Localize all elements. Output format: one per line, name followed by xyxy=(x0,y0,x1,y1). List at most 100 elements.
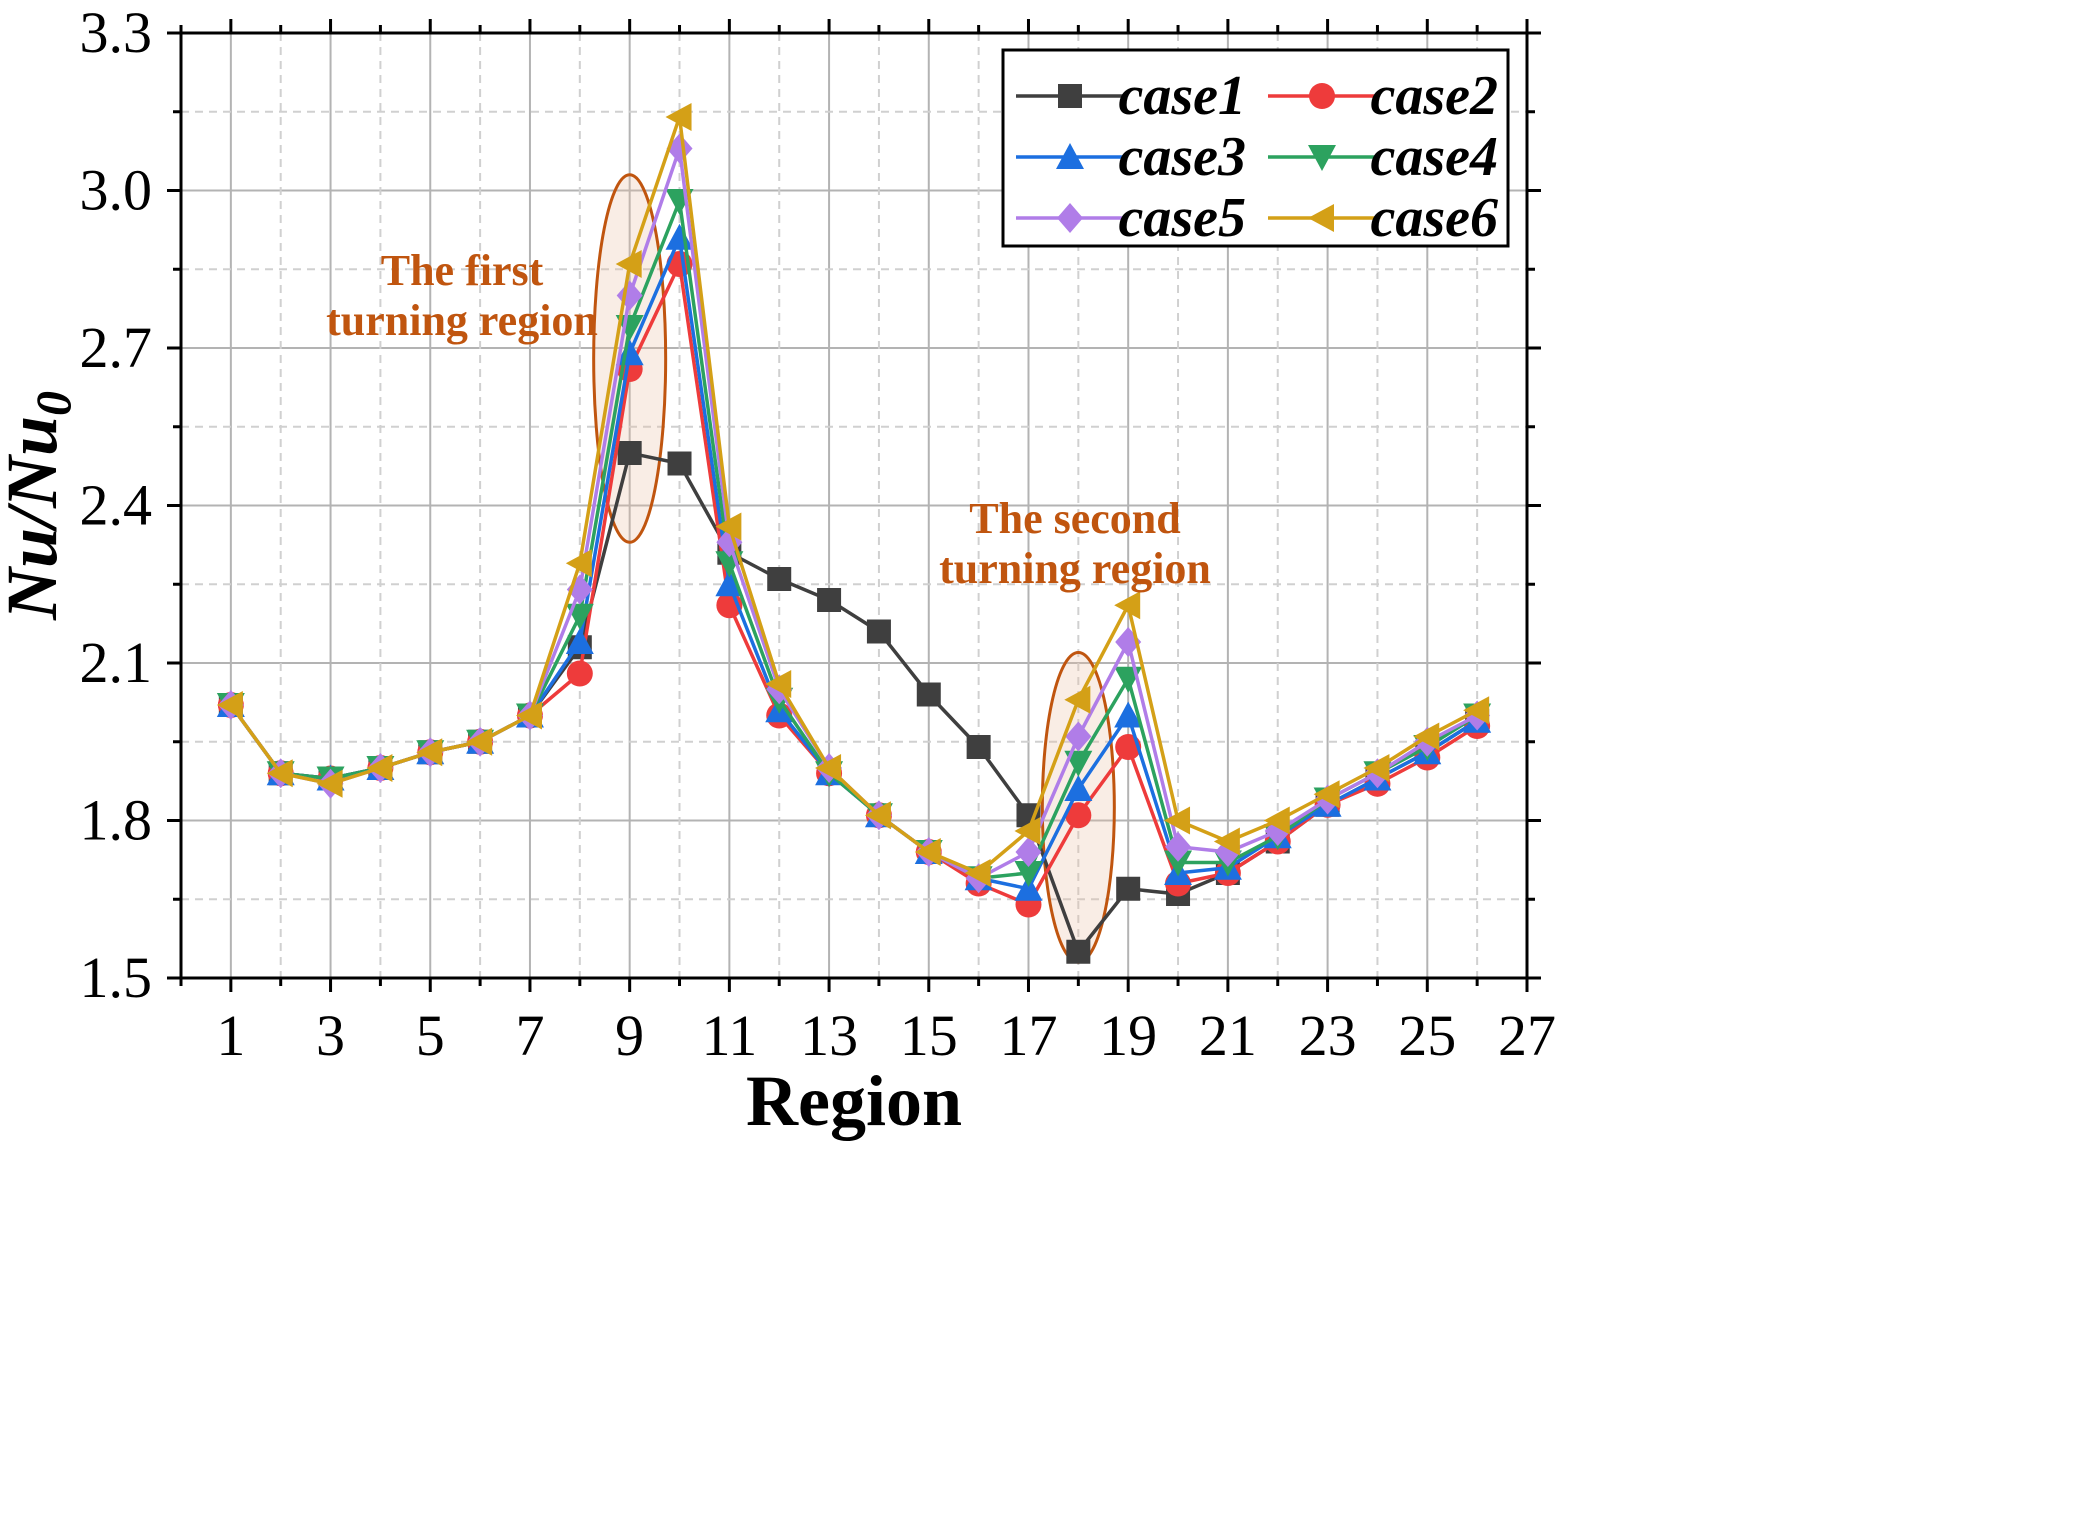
case4-point xyxy=(1164,850,1193,877)
y-axis-title-subscript: 0 xyxy=(25,391,81,416)
legend-item-case4: case4 xyxy=(1268,126,1498,188)
case6-point xyxy=(964,859,991,887)
case6-point xyxy=(1114,591,1141,620)
axis-ticks xyxy=(167,19,1541,992)
legend-marker-case2 xyxy=(1309,83,1335,109)
y-axis-title-main: Nu/Nu xyxy=(0,416,72,621)
legend-label-case4: case4 xyxy=(1370,126,1498,188)
legend-item-case5: case5 xyxy=(1016,187,1246,249)
legend-marker-case5 xyxy=(1057,203,1083,233)
case2-point xyxy=(1065,802,1092,829)
case1-point xyxy=(667,451,692,476)
case3-point xyxy=(1064,775,1093,801)
case3-point xyxy=(715,570,744,597)
case1-point xyxy=(767,567,792,591)
case6-point xyxy=(815,754,842,782)
case6-point xyxy=(1064,685,1091,714)
case6-point xyxy=(366,754,393,782)
case4-point xyxy=(1064,750,1093,777)
legend-label-case1: case1 xyxy=(1118,65,1246,127)
series-case1 xyxy=(218,441,1490,964)
x-tick-label: 21 xyxy=(1199,1003,1257,1068)
legend-label-case3: case3 xyxy=(1118,126,1246,188)
x-tick-label: 5 xyxy=(416,1003,445,1068)
x-tick-label: 17 xyxy=(999,1003,1057,1068)
case5-point xyxy=(1165,831,1192,862)
case4-point xyxy=(1014,861,1043,887)
annotation-first-line1: The first xyxy=(381,246,544,295)
case6-point xyxy=(515,701,542,730)
case6-point xyxy=(1164,806,1191,835)
case2-point xyxy=(566,660,593,687)
legend-label-case5: case5 xyxy=(1118,187,1246,249)
y-tick-label: 1.8 xyxy=(80,788,153,853)
case3-point xyxy=(1014,874,1043,901)
y-tick-label: 2.7 xyxy=(80,315,153,380)
case1-point xyxy=(1116,876,1141,901)
case5-point xyxy=(1015,837,1042,867)
case6-point xyxy=(1413,722,1440,751)
case1-point xyxy=(617,441,642,465)
case6-point xyxy=(1213,827,1240,856)
case6-point xyxy=(416,738,443,767)
legend-item-case2: case2 xyxy=(1268,65,1498,127)
annotation-second-line1: The second xyxy=(969,494,1180,543)
case6-point xyxy=(715,512,742,541)
legend-box xyxy=(1001,48,1510,248)
case6-point xyxy=(1014,817,1041,845)
x-tick-label: 19 xyxy=(1099,1003,1157,1068)
y-tick-label: 3.0 xyxy=(80,158,153,223)
y-tick-label: 3.3 xyxy=(80,0,153,65)
case1-line xyxy=(229,451,1479,954)
series-case6 xyxy=(216,103,1490,887)
case3-point xyxy=(565,628,594,654)
legend-item-case6: case6 xyxy=(1268,187,1498,249)
case6-point xyxy=(565,549,592,578)
case4-point xyxy=(615,315,644,341)
x-axis-title: Region xyxy=(746,1061,962,1141)
y-tick-label: 2.4 xyxy=(80,473,153,538)
x-tick-label: 23 xyxy=(1299,1003,1357,1068)
case5-point xyxy=(1065,721,1092,752)
case6-point xyxy=(1463,696,1490,725)
legend: case1 case2 case3 case4 case5 case6 xyxy=(1001,48,1510,249)
case6-point xyxy=(316,769,343,798)
case6-point xyxy=(1363,754,1390,782)
case1-point xyxy=(1066,939,1091,964)
annotation-second-line2: turning region xyxy=(939,544,1211,593)
case1-point xyxy=(916,682,941,707)
case1-point xyxy=(866,619,891,644)
legend-marker-case4 xyxy=(1308,145,1336,171)
case6-point xyxy=(1313,780,1340,809)
tick-labels: 1 3 5 7 9 11 13 15 17 19 21 23 25 271.51.82.12.42.73.… xyxy=(80,0,1557,1068)
case6-point xyxy=(615,250,642,278)
legend-label-case6: case6 xyxy=(1370,187,1498,249)
case1-point xyxy=(966,735,991,759)
x-tick-label: 25 xyxy=(1398,1003,1456,1068)
x-tick-label: 7 xyxy=(515,1003,544,1068)
series-layer xyxy=(216,103,1492,964)
legend-marker-case3 xyxy=(1056,143,1084,169)
legend-marker-case1 xyxy=(1058,84,1082,108)
legend-label-case2: case2 xyxy=(1370,65,1498,127)
y-tick-label: 2.1 xyxy=(80,630,153,695)
case1-point xyxy=(817,588,842,612)
case6-point xyxy=(1263,806,1290,835)
x-tick-label: 3 xyxy=(316,1003,345,1068)
case6-point xyxy=(266,759,293,788)
x-tick-label: 13 xyxy=(800,1003,858,1068)
x-tick-label: 15 xyxy=(900,1003,958,1068)
x-tick-label: 9 xyxy=(615,1003,644,1068)
x-tick-label: 1 xyxy=(216,1003,245,1068)
x-tick-label: 11 xyxy=(701,1003,757,1068)
case6-point xyxy=(914,838,941,866)
legend-item-case3: case3 xyxy=(1016,126,1246,188)
y-tick-label: 1.5 xyxy=(80,945,153,1010)
y-axis-title: Nu/Nu0 xyxy=(0,391,81,621)
annotation-first-line2: turning region xyxy=(326,296,598,345)
case6-point xyxy=(665,103,692,131)
case3-point xyxy=(1114,701,1143,728)
legend-item-case1: case1 xyxy=(1016,65,1246,127)
x-tick-label: 27 xyxy=(1498,1003,1556,1068)
